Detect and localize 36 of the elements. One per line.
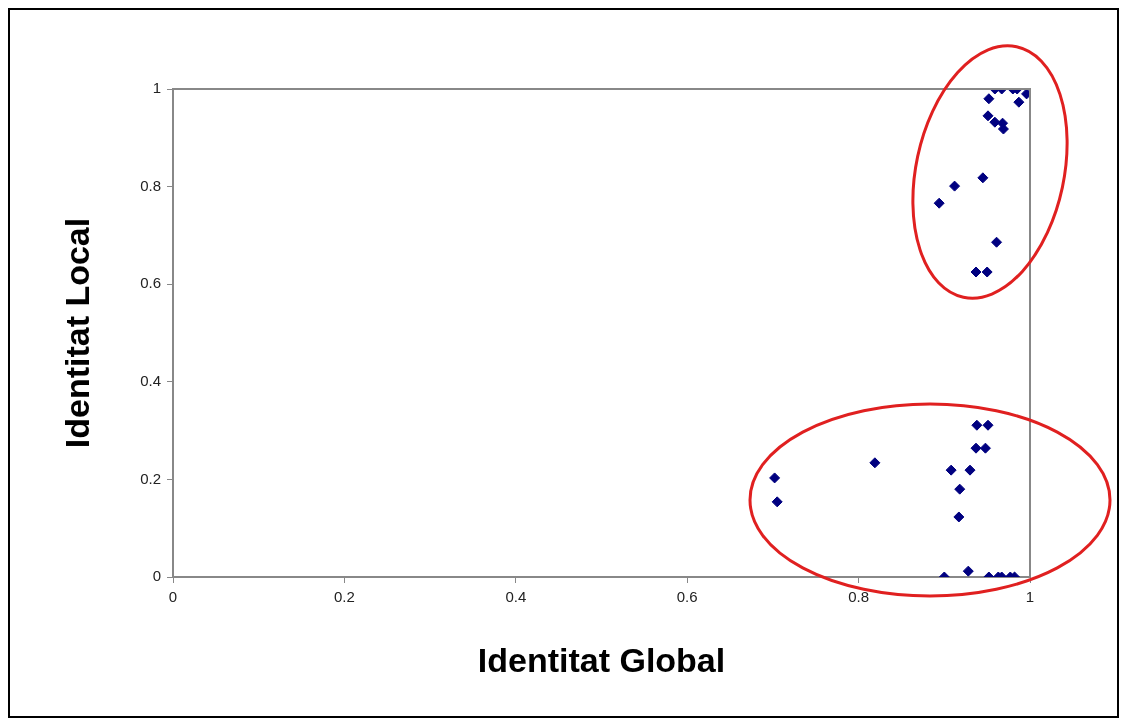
point xyxy=(964,464,976,476)
point xyxy=(869,457,881,469)
y-tick-label: 0 xyxy=(152,567,161,585)
y-axis-title: Identitat Local xyxy=(57,217,96,449)
x-tick-label: 0 xyxy=(168,588,178,606)
point xyxy=(991,236,1003,248)
point xyxy=(983,93,995,105)
y-tick-label: 0.8 xyxy=(140,176,161,194)
point xyxy=(954,483,966,495)
point xyxy=(971,419,983,431)
point xyxy=(953,511,965,523)
point xyxy=(981,266,993,278)
point xyxy=(982,419,994,431)
x-tick-label: 0.8 xyxy=(848,588,870,606)
point xyxy=(771,496,783,508)
point xyxy=(945,464,957,476)
point xyxy=(769,472,781,484)
x-tick-label: 0.6 xyxy=(676,588,698,606)
x-tick-label: 0.2 xyxy=(333,588,355,606)
point xyxy=(977,172,989,184)
x-tick-label: 0.4 xyxy=(505,588,527,606)
point xyxy=(970,442,982,454)
point xyxy=(949,180,961,192)
point xyxy=(970,266,982,278)
x-axis-title: Identitat Global xyxy=(477,640,726,679)
point xyxy=(1013,96,1025,108)
point xyxy=(933,197,945,209)
x-tick-label: 1 xyxy=(1025,588,1035,606)
y-tick-label: 0.4 xyxy=(140,371,161,389)
point xyxy=(989,116,1001,128)
y-tick-label: 0.2 xyxy=(140,469,161,487)
y-tick-label: 1 xyxy=(152,79,161,97)
point xyxy=(982,110,994,122)
point xyxy=(979,442,991,454)
y-tick-label: 0.6 xyxy=(140,274,161,292)
point xyxy=(962,565,974,577)
